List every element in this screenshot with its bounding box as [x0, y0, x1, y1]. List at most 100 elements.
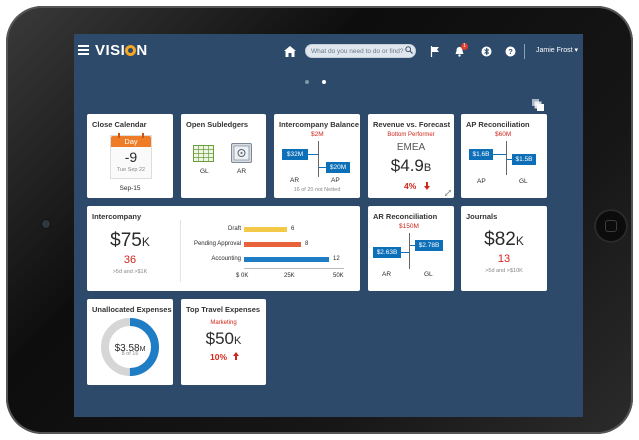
arrow-down-icon — [424, 182, 430, 190]
ap-label: AP — [331, 177, 340, 184]
ar-reconciliation-card[interactable]: AR Reconciliation $150M $2.63B $2.78B AR… — [368, 206, 454, 291]
balance-divider — [318, 141, 319, 177]
ledger-icon — [193, 145, 214, 162]
ar-left-label: AR — [382, 271, 392, 278]
card-title: Revenue vs. Forecast — [373, 120, 451, 129]
unallocated-amount: $3.58 — [114, 343, 140, 354]
revenue-value: $4.9B — [368, 156, 454, 176]
journals-unit: K — [515, 234, 524, 248]
tablet-frame: VISI N What do you need to do or find? 1 — [6, 6, 633, 434]
flag-icon[interactable] — [430, 46, 440, 57]
search-input[interactable]: What do you need to do or find? — [305, 44, 416, 58]
card-title: Journals — [466, 212, 498, 221]
search-icon[interactable] — [405, 46, 413, 54]
ap-divider — [506, 141, 507, 175]
gl-label: GL — [200, 168, 209, 175]
ap-left-label: AP — [477, 178, 486, 185]
app-screen: VISI N What do you need to do or find? 1 — [74, 34, 583, 417]
ap-right-connector — [507, 159, 512, 160]
ar-value-flag: $32M — [282, 149, 308, 160]
card-title: Open Subledgers — [186, 120, 249, 129]
journals-footer: >5d and >$10K — [485, 268, 523, 274]
card-title: Close Calendar — [92, 120, 147, 129]
ar-label: AR — [237, 168, 247, 175]
menu-icon[interactable] — [78, 45, 89, 55]
unallocated-unit: M — [139, 346, 146, 353]
ar-right-connector — [410, 245, 415, 246]
calendar-date: Tue Sep 22 — [116, 167, 146, 173]
ap-value-flag: $20M — [326, 162, 350, 173]
intercompany-unit: K — [141, 235, 150, 249]
intercompany-bar-chart: Draft Pending Approval Accounting 6 8 12… — [87, 206, 360, 291]
card-title: AP Reconciliation — [466, 120, 530, 129]
journals-count: 13 — [497, 253, 511, 265]
x-tick-label: 50K — [333, 273, 344, 279]
calendar-footer: Sep-15 — [119, 185, 141, 192]
page-dot-1[interactable] — [305, 80, 309, 84]
card-title: Intercompany — [92, 212, 142, 221]
travel-change: 10% — [210, 352, 228, 362]
travel-subtitle: Marketing — [210, 320, 237, 326]
revenue-change-value: 4% — [404, 181, 417, 191]
layers-icon[interactable] — [532, 99, 544, 111]
bar-draft[interactable] — [244, 227, 287, 232]
bar-value: 6 — [291, 226, 295, 232]
bar-value: 12 — [333, 256, 340, 262]
intercompany-amount: $75 — [110, 230, 142, 251]
ar-label: AR — [290, 177, 300, 184]
open-subledgers-card[interactable]: Open Subledgers GL AR — [181, 114, 266, 198]
unallocated-expenses-card[interactable]: Unallocated Expenses $3.58M 8 of 16 — [87, 299, 173, 385]
top-travel-expenses-card[interactable]: Top Travel Expenses Marketing $50K 10% — [181, 299, 266, 385]
page-dot-2[interactable] — [322, 80, 326, 84]
revenue-change: 4% — [404, 181, 416, 191]
calendar-icon: Day -9 Tue Sep 22 — [110, 133, 152, 179]
ap-right-label: GL — [519, 178, 528, 185]
unallocated-donut-chart — [101, 318, 159, 376]
travel-value: $50K — [181, 329, 266, 349]
unallocated-value: $3.58M — [87, 338, 173, 356]
ar-left-connector — [401, 252, 409, 253]
revenue-subtitle: Bottom Performer — [387, 132, 435, 138]
safe-icon — [231, 143, 252, 163]
donut-arc — [101, 318, 159, 376]
close-calendar-card[interactable]: Close Calendar Day -9 Tue Sep 22 Sep-15 — [87, 114, 173, 198]
travel-unit: K — [234, 335, 242, 347]
revenue-forecast-card[interactable]: Revenue vs. Forecast Bottom Performer EM… — [368, 114, 454, 198]
bar-label: Draft — [227, 226, 241, 232]
revenue-unit: B — [423, 162, 432, 174]
journals-value: $82K — [461, 229, 547, 251]
ar-divider — [409, 233, 410, 269]
bar-label: Accounting — [211, 256, 241, 262]
journals-card[interactable]: Journals $82K 13 >5d and >$10K — [461, 206, 547, 291]
x-tick-label: $ 0K — [236, 273, 249, 279]
intercompany-balance-card[interactable]: Intercompany Balance $2M $32M $20M AR AP… — [274, 114, 360, 198]
notification-badge: 1 — [461, 43, 468, 50]
intercompany-value: $75K — [87, 230, 173, 252]
ap-reconciliation-card[interactable]: AP Reconciliation $60M $1.6B $1.5B AP GL — [461, 114, 547, 198]
ar-left-flag: $2.63B — [373, 247, 401, 258]
intercompany-footer: >5d and >$1K — [112, 269, 148, 275]
intercompany-card[interactable]: Intercompany $75K 36 >5d and >$1K Draft … — [87, 206, 360, 291]
x-tick-label: 25K — [284, 273, 295, 279]
journals-amount: $82 — [484, 229, 516, 250]
ap-right-flag: $1.5B — [512, 154, 536, 165]
app-logo: VISI N — [95, 42, 148, 59]
revenue-region: EMEA — [396, 142, 426, 153]
ar-delta: $150M — [399, 223, 419, 230]
settings-icon[interactable] — [481, 46, 492, 57]
header-divider — [524, 44, 525, 59]
bar-accounting[interactable] — [244, 257, 329, 262]
bar-pending-approval[interactable] — [244, 242, 301, 247]
calendar-month: Day — [124, 137, 138, 146]
user-menu[interactable]: Jamie Frost ▾ — [536, 47, 579, 54]
card-title: Intercompany Balance — [279, 120, 360, 129]
intercompany-chart-divider — [180, 220, 181, 282]
home-icon[interactable] — [284, 46, 296, 57]
help-icon[interactable]: ? — [505, 46, 516, 57]
ap-connector — [319, 167, 326, 168]
home-button[interactable] — [594, 209, 628, 243]
balance-delta: $2M — [311, 131, 324, 138]
balance-footer: 16 of 20 not Netted — [293, 187, 341, 193]
expand-icon[interactable] — [445, 190, 451, 196]
ap-left-connector — [493, 154, 506, 155]
